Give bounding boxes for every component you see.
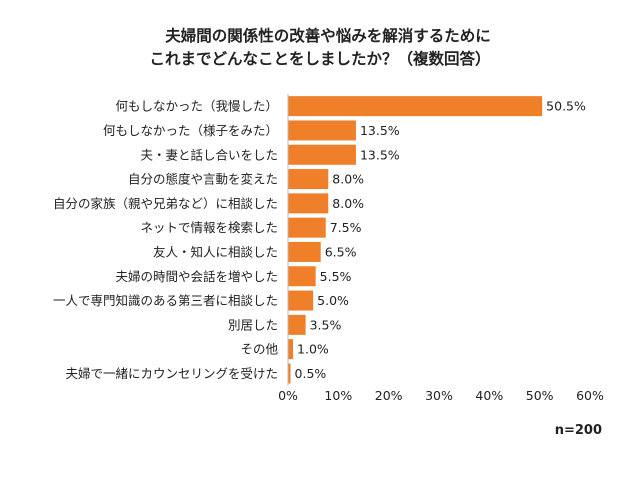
x-tick-label: 30%	[425, 388, 453, 403]
x-tick-label: 50%	[526, 388, 554, 403]
category-label: ネットで情報を検索した	[140, 220, 278, 235]
data-label: 13.5%	[360, 123, 400, 138]
data-label: 8.0%	[332, 196, 364, 211]
x-tick-label: 10%	[324, 388, 352, 403]
x-tick-label: 0%	[278, 388, 298, 403]
category-label: 何もしなかった（様子をみた）	[103, 123, 278, 138]
category-label: 自分の態度や言動を変えた	[128, 172, 278, 187]
data-label: 5.5%	[320, 269, 352, 284]
category-label: 一人で専門知識のある第三者に相談した	[53, 293, 278, 308]
chart-title-line-2: これまでどんなことをしましたか？（複数回答）	[149, 50, 491, 68]
category-label: 別居した	[228, 317, 278, 332]
data-label: 5.0%	[317, 293, 349, 308]
bar	[288, 193, 329, 214]
chart-title-line-1: 夫婦間の関係性の改善や悩みを解消するために	[165, 27, 491, 45]
category-label: その他	[240, 342, 278, 357]
category-label: 夫婦の時間や会話を増やした	[115, 269, 278, 284]
category-label: 何もしなかった（我慢した）	[115, 99, 278, 114]
data-label: 3.5%	[310, 317, 342, 332]
bar	[288, 266, 316, 287]
category-label: 自分の家族（親や兄弟など）に相談した	[53, 196, 278, 211]
bar	[288, 314, 306, 335]
data-label: 13.5%	[360, 147, 400, 162]
x-tick-label: 20%	[375, 388, 403, 403]
bar	[288, 339, 294, 360]
data-label: 8.0%	[332, 172, 364, 187]
category-label: 友人・知人に相談した	[153, 244, 278, 259]
bar	[288, 169, 329, 190]
bar	[288, 217, 326, 238]
bar	[288, 241, 321, 262]
data-label: 0.5%	[295, 366, 327, 381]
data-label: 50.5%	[546, 99, 586, 114]
x-tick-label: 60%	[576, 388, 604, 403]
bar	[288, 363, 291, 384]
sample-size-note: n=200	[554, 423, 602, 438]
data-label: 1.0%	[297, 342, 329, 357]
bar	[288, 290, 314, 311]
bar	[288, 120, 356, 141]
category-label: 夫婦で一緒にカウンセリングを受けた	[65, 366, 278, 381]
x-tick-label: 40%	[475, 388, 503, 403]
bar	[288, 144, 356, 165]
category-label: 夫・妻と話し合いをした	[140, 147, 278, 162]
data-label: 6.5%	[325, 244, 357, 259]
bar	[288, 96, 543, 117]
data-label: 7.5%	[330, 220, 362, 235]
